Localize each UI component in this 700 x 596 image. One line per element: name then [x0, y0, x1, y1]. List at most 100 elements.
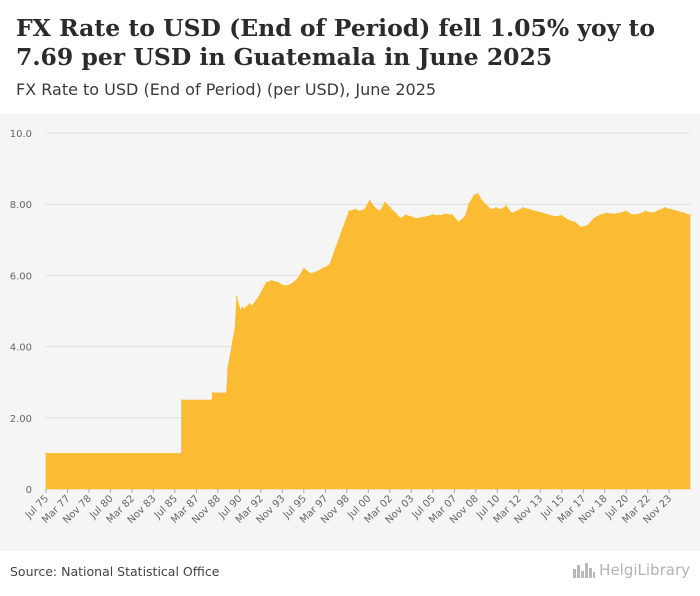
data-point [490, 208, 492, 211]
data-point [255, 299, 257, 302]
data-point [234, 328, 236, 330]
data-point [238, 306, 241, 309]
data-point [45, 452, 47, 455]
data-point [245, 306, 247, 309]
data-point [464, 215, 466, 218]
data-point [593, 217, 595, 220]
data-point [404, 214, 407, 216]
data-point [415, 217, 417, 220]
data-point [664, 207, 666, 209]
data-point [328, 263, 331, 266]
data-point [473, 194, 475, 197]
data-point [251, 304, 254, 307]
data-point [638, 213, 640, 215]
data-point [394, 212, 397, 214]
data-point [651, 212, 653, 214]
data-point [580, 226, 582, 229]
data-point [677, 210, 679, 213]
data-point [410, 215, 412, 218]
data-point [515, 210, 518, 213]
data-point [227, 367, 229, 369]
data-point [670, 208, 673, 211]
helgi-library-logo[interactable]: HelgiLibrary [573, 561, 690, 579]
data-point [631, 214, 634, 216]
data-point [232, 338, 234, 341]
data-point [625, 210, 627, 213]
data-point [384, 201, 386, 204]
logo-text: HelgiLibrary [599, 561, 690, 579]
source-note: Source: National Statistical Office [10, 564, 220, 579]
data-point [657, 209, 660, 212]
data-point [438, 214, 441, 217]
data-point [644, 210, 647, 213]
data-point [270, 279, 273, 282]
data-point [296, 278, 299, 280]
data-point [505, 205, 508, 207]
data-point [374, 207, 376, 209]
data-point [225, 392, 228, 394]
data-point [541, 212, 544, 214]
data-point [243, 308, 245, 310]
data-point [444, 213, 447, 215]
data-point [500, 208, 502, 211]
data-point [683, 212, 685, 214]
data-point [241, 306, 243, 309]
data-point [303, 267, 305, 270]
data-point [358, 210, 361, 213]
y-tick-label: 4.00 [10, 343, 32, 354]
data-point [451, 214, 453, 216]
data-point [528, 208, 531, 211]
y-tick-label: 0 [26, 485, 32, 496]
data-point [248, 303, 251, 305]
data-point [348, 210, 350, 213]
data-point [477, 192, 479, 195]
y-tick-label: 10.0 [10, 129, 32, 140]
data-point [261, 288, 264, 291]
data-point [399, 217, 402, 220]
data-point [368, 199, 371, 202]
data-point [335, 246, 337, 248]
data-point [554, 215, 557, 218]
data-point [265, 281, 268, 284]
data-point [389, 207, 392, 209]
data-point [379, 210, 381, 213]
data-point [618, 212, 621, 214]
y-tick-label: 6.00 [10, 271, 32, 282]
data-point [322, 267, 325, 270]
data-point [363, 208, 366, 211]
data-point [586, 224, 589, 227]
data-point [567, 219, 569, 221]
data-point [283, 285, 286, 287]
data-point [341, 228, 344, 230]
data-point [180, 399, 183, 401]
data-point [548, 214, 550, 216]
data-point [290, 283, 292, 286]
data-point [211, 399, 214, 401]
data-point [420, 216, 423, 219]
data-point [510, 212, 513, 214]
data-point [481, 199, 483, 202]
data-point [316, 271, 318, 273]
data-point [573, 221, 576, 223]
data-point [484, 203, 487, 205]
city-skyline-icon [573, 563, 596, 578]
data-point [560, 214, 563, 217]
data-point [180, 452, 183, 455]
data-point [432, 214, 434, 216]
data-point [599, 214, 602, 216]
data-point [689, 214, 691, 216]
data-point [239, 310, 242, 312]
data-point [236, 296, 238, 298]
data-point [468, 203, 470, 205]
series-area [45, 193, 691, 490]
data-point [277, 281, 279, 284]
data-point [612, 213, 615, 215]
data-point [495, 207, 497, 209]
data-point [522, 207, 524, 209]
y-tick-label: 8.00 [10, 200, 32, 211]
data-point [354, 208, 357, 211]
data-point [425, 215, 428, 218]
data-point [257, 296, 260, 298]
chart-title: FX Rate to USD (End of Period) fell 1.05… [16, 14, 656, 71]
